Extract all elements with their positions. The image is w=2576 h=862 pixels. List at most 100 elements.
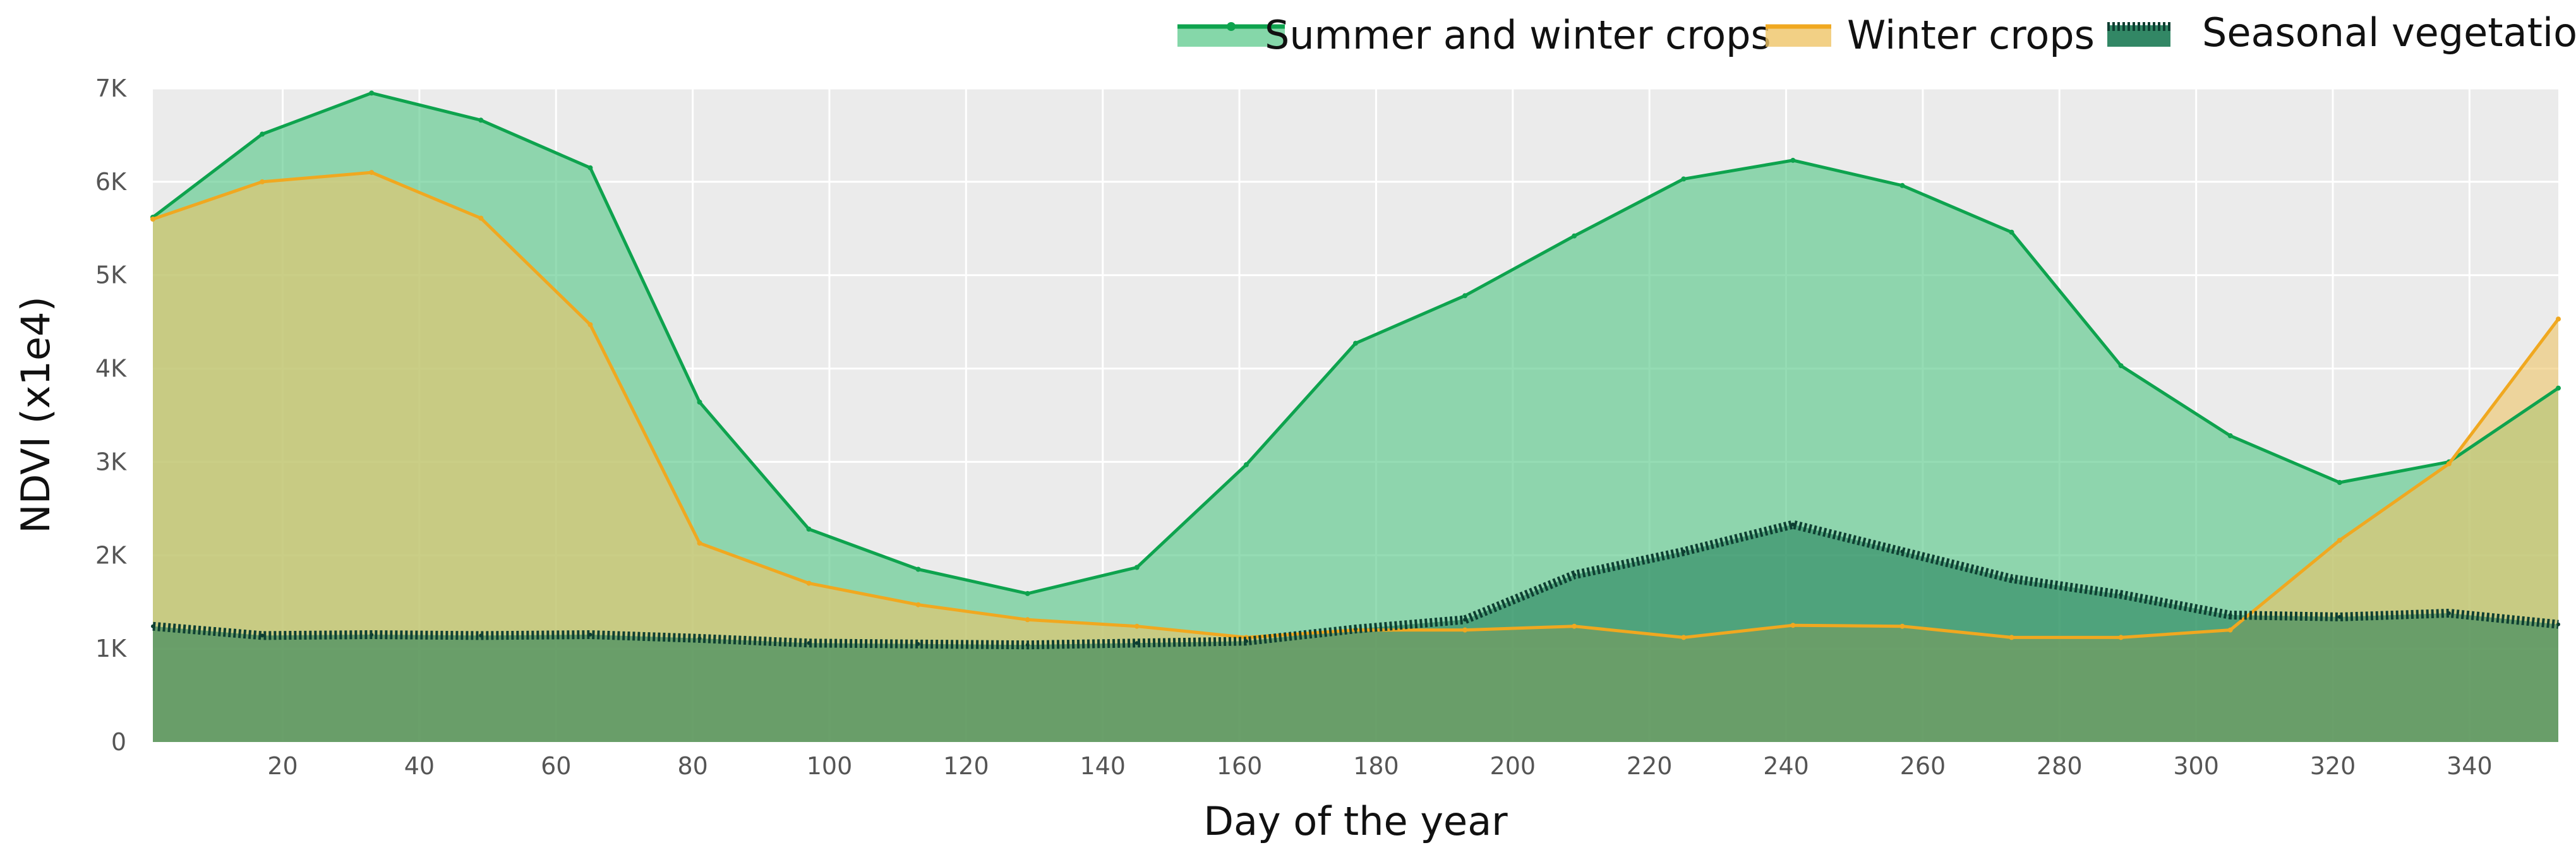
series-lines bbox=[150, 90, 2561, 650]
point-seasonal-vegetation-1[interactable] bbox=[151, 624, 155, 628]
point-winter-crops-145[interactable] bbox=[1134, 623, 1140, 629]
x-tick-label-60: 60 bbox=[541, 752, 571, 780]
point-winter-crops-113[interactable] bbox=[915, 602, 921, 608]
point-seasonal-vegetation-161[interactable] bbox=[1244, 639, 1248, 644]
point-summer-and-winter-crops-289[interactable] bbox=[2118, 363, 2124, 369]
point-seasonal-vegetation-353[interactable] bbox=[2556, 622, 2560, 626]
legend-label-seasonal-vegetation: Seasonal vegetation bbox=[2202, 9, 2576, 56]
point-summer-and-winter-crops-321[interactable] bbox=[2337, 480, 2342, 485]
point-summer-and-winter-crops-113[interactable] bbox=[915, 566, 921, 572]
y-tick-label-6000: 6K bbox=[95, 168, 127, 196]
x-tick-label-340: 340 bbox=[2447, 752, 2493, 780]
legend-item-seasonal-vegetation[interactable]: Seasonal vegetation bbox=[2107, 9, 2576, 56]
point-summer-and-winter-crops-353[interactable] bbox=[2556, 385, 2561, 391]
x-tick-label-200: 200 bbox=[1490, 752, 1536, 780]
point-seasonal-vegetation-209[interactable] bbox=[1572, 573, 1577, 577]
point-winter-crops-65[interactable] bbox=[587, 322, 593, 328]
point-seasonal-vegetation-33[interactable] bbox=[370, 633, 374, 637]
point-winter-crops-81[interactable] bbox=[697, 541, 702, 546]
legend-label-summer-winter-crops: Summer and winter crops bbox=[1265, 12, 1771, 58]
point-winter-crops-353[interactable] bbox=[2556, 316, 2561, 322]
x-tick-label-260: 260 bbox=[1900, 752, 1946, 780]
point-summer-and-winter-crops-305[interactable] bbox=[2227, 433, 2233, 438]
x-tick-label-20: 20 bbox=[267, 752, 298, 780]
point-winter-crops-97[interactable] bbox=[806, 580, 812, 586]
x-axis-title: Day of the year bbox=[1203, 798, 1508, 844]
y-tick-label-1000: 1K bbox=[95, 635, 127, 662]
point-summer-and-winter-crops-241[interactable] bbox=[1790, 157, 1796, 163]
point-summer-and-winter-crops-49[interactable] bbox=[478, 117, 484, 123]
point-summer-and-winter-crops-177[interactable] bbox=[1353, 340, 1358, 346]
point-winter-crops-273[interactable] bbox=[2009, 635, 2014, 640]
point-winter-crops-209[interactable] bbox=[1572, 623, 1577, 629]
point-seasonal-vegetation-241[interactable] bbox=[1791, 522, 1795, 527]
x-tick-label-180: 180 bbox=[1353, 752, 1399, 780]
point-seasonal-vegetation-145[interactable] bbox=[1135, 641, 1139, 645]
point-summer-and-winter-crops-65[interactable] bbox=[587, 165, 593, 171]
point-summer-and-winter-crops-161[interactable] bbox=[1243, 462, 1249, 467]
point-winter-crops-193[interactable] bbox=[1462, 627, 1468, 633]
point-seasonal-vegetation-321[interactable] bbox=[2337, 614, 2342, 619]
x-tick-label-80: 80 bbox=[677, 752, 707, 780]
point-summer-and-winter-crops-81[interactable] bbox=[697, 399, 702, 405]
y-tick-label-2000: 2K bbox=[95, 541, 127, 569]
y-tick-label-3000: 3K bbox=[95, 448, 127, 476]
y-tick-label-4000: 4K bbox=[95, 355, 127, 383]
point-summer-and-winter-crops-209[interactable] bbox=[1572, 233, 1577, 239]
point-winter-crops-289[interactable] bbox=[2118, 635, 2124, 640]
legend-label-winter-crops: Winter crops bbox=[1847, 12, 2095, 58]
point-summer-and-winter-crops-273[interactable] bbox=[2009, 229, 2014, 235]
point-winter-crops-129[interactable] bbox=[1025, 617, 1030, 623]
point-winter-crops-305[interactable] bbox=[2227, 627, 2233, 633]
point-summer-and-winter-crops-145[interactable] bbox=[1134, 565, 1140, 570]
x-tick-label-300: 300 bbox=[2173, 752, 2219, 780]
point-seasonal-vegetation-17[interactable] bbox=[260, 633, 265, 638]
point-seasonal-vegetation-113[interactable] bbox=[916, 642, 920, 646]
area-winter-crops bbox=[153, 172, 2558, 743]
point-seasonal-vegetation-225[interactable] bbox=[1682, 549, 1686, 554]
point-winter-crops-33[interactable] bbox=[369, 170, 375, 176]
point-winter-crops-241[interactable] bbox=[1790, 623, 1796, 628]
x-tick-label-160: 160 bbox=[1217, 752, 1263, 780]
point-seasonal-vegetation-273[interactable] bbox=[2009, 577, 2014, 581]
y-tick-label-7000: 7K bbox=[95, 75, 127, 102]
legend-swatch-winter-crops bbox=[1766, 25, 1831, 47]
point-seasonal-vegetation-129[interactable] bbox=[1025, 643, 1030, 647]
point-seasonal-vegetation-97[interactable] bbox=[807, 641, 811, 645]
point-summer-and-winter-crops-17[interactable] bbox=[260, 131, 265, 137]
x-tick-label-40: 40 bbox=[404, 752, 435, 780]
point-winter-crops-321[interactable] bbox=[2337, 537, 2342, 543]
x-tick-label-100: 100 bbox=[807, 752, 853, 780]
point-summer-and-winter-crops-129[interactable] bbox=[1025, 590, 1030, 596]
point-seasonal-vegetation-81[interactable] bbox=[697, 636, 702, 640]
point-seasonal-vegetation-177[interactable] bbox=[1354, 627, 1357, 632]
point-seasonal-vegetation-257[interactable] bbox=[1900, 549, 1905, 554]
y-axis-title: NDVI (x1e4) bbox=[13, 296, 59, 534]
legend: Summer and winter crops Winter crops Sea… bbox=[1177, 9, 2576, 58]
point-summer-and-winter-crops-97[interactable] bbox=[806, 526, 812, 532]
legend-marker-summer-winter-crops bbox=[1227, 22, 1236, 31]
point-seasonal-vegetation-337[interactable] bbox=[2447, 611, 2451, 615]
point-winter-crops-337[interactable] bbox=[2446, 461, 2452, 467]
point-summer-and-winter-crops-193[interactable] bbox=[1462, 293, 1468, 299]
point-summer-and-winter-crops-33[interactable] bbox=[369, 90, 375, 96]
point-winter-crops-49[interactable] bbox=[478, 215, 484, 221]
point-seasonal-vegetation-193[interactable] bbox=[1463, 618, 1467, 622]
point-winter-crops-1[interactable] bbox=[150, 217, 155, 222]
point-winter-crops-225[interactable] bbox=[1681, 635, 1687, 640]
x-tick-label-220: 220 bbox=[1627, 752, 1673, 780]
x-tick-label-240: 240 bbox=[1763, 752, 1809, 780]
point-summer-and-winter-crops-257[interactable] bbox=[1899, 183, 1905, 188]
point-seasonal-vegetation-305[interactable] bbox=[2228, 613, 2232, 617]
point-winter-crops-257[interactable] bbox=[1899, 623, 1905, 629]
point-seasonal-vegetation-289[interactable] bbox=[2119, 592, 2123, 597]
y-tick-label-5000: 5K bbox=[95, 261, 127, 289]
legend-item-winter-crops[interactable]: Winter crops bbox=[1766, 12, 2095, 58]
point-summer-and-winter-crops-225[interactable] bbox=[1681, 176, 1687, 182]
point-winter-crops-17[interactable] bbox=[260, 179, 265, 184]
point-seasonal-vegetation-65[interactable] bbox=[588, 633, 593, 637]
legend-item-summer-winter-crops[interactable]: Summer and winter crops bbox=[1177, 12, 1771, 58]
x-tick-label-120: 120 bbox=[943, 752, 989, 780]
point-seasonal-vegetation-49[interactable] bbox=[479, 633, 483, 638]
